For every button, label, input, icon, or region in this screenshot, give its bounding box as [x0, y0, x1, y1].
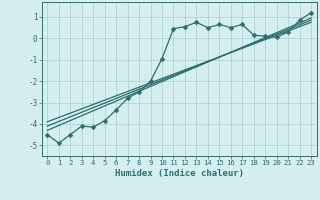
X-axis label: Humidex (Indice chaleur): Humidex (Indice chaleur)	[115, 169, 244, 178]
